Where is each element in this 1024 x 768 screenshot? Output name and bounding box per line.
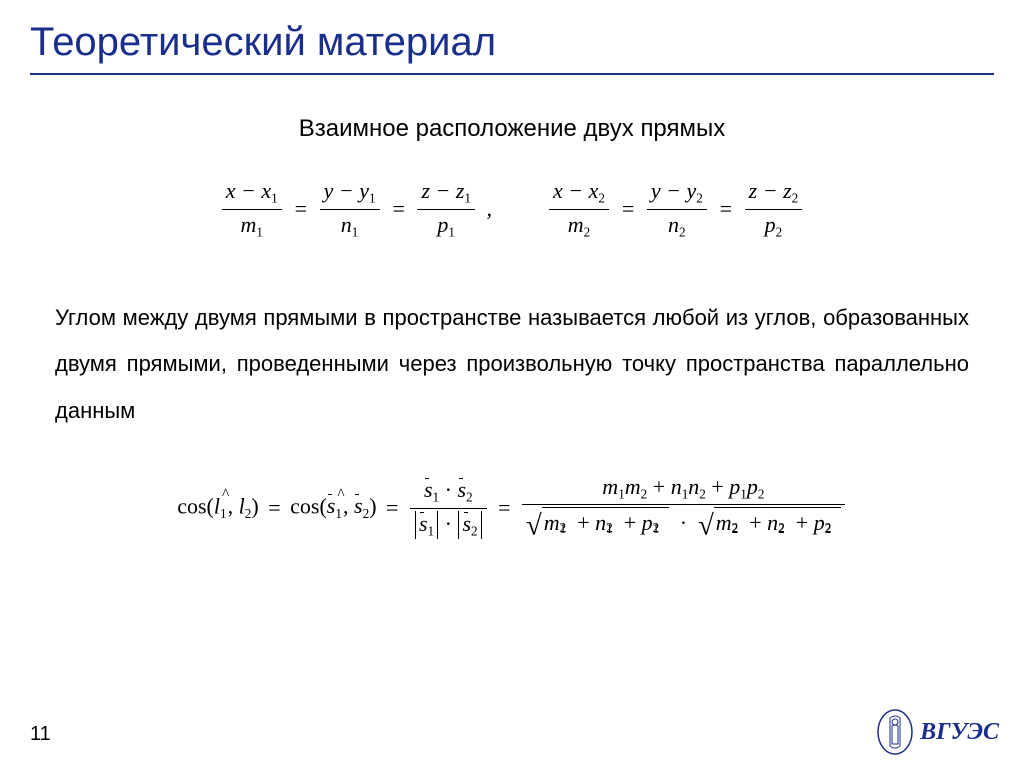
logo-emblem-icon (876, 708, 914, 756)
line-equations: x − x1m1 = y − y1n1 = z − z1p1 , x − x2m… (30, 178, 994, 240)
angle-formula: cos(l1^, l2) = cos(s1^, s2) = s1 · s2 s1… (30, 474, 994, 543)
slide-title: Теоретический материал (30, 20, 994, 65)
slide-subtitle: Взаимное расположение двух прямых (30, 115, 994, 143)
title-underline (30, 73, 994, 75)
logo-text: ВГУЭС (920, 719, 999, 746)
definition-text: Углом между двумя прямыми в пространстве… (30, 295, 994, 434)
university-logo: ВГУЭС (876, 708, 999, 756)
page-number: 11 (30, 723, 51, 746)
